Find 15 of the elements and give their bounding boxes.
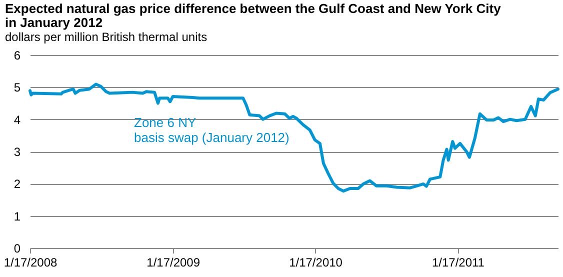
x-tick-label: 1/17/2009 — [146, 256, 200, 270]
y-tick-label: 0 — [14, 242, 21, 256]
chart-title: Expected natural gas price difference between the Gulf Coast and New York City in January 2012 — [5, 1, 502, 30]
x-tick-label: 1/17/2011 — [432, 256, 485, 270]
y-tick-label: 5 — [14, 80, 21, 95]
y-tick-label: 4 — [14, 112, 21, 127]
x-tick-label: 1/17/2010 — [289, 256, 343, 270]
x-tick-label: 1/17/2008 — [4, 256, 58, 270]
series-label: Zone 6 NY basis swap (January 2012) — [134, 115, 290, 145]
line-series — [28, 82, 560, 193]
y-tick-label: 3 — [14, 145, 21, 159]
y-tick-label: 6 — [14, 48, 21, 62]
y-tick-label: 2 — [14, 177, 21, 192]
y-axis-title: dollars per million British thermal units — [5, 30, 208, 44]
y-tick-label: 1 — [14, 209, 21, 224]
